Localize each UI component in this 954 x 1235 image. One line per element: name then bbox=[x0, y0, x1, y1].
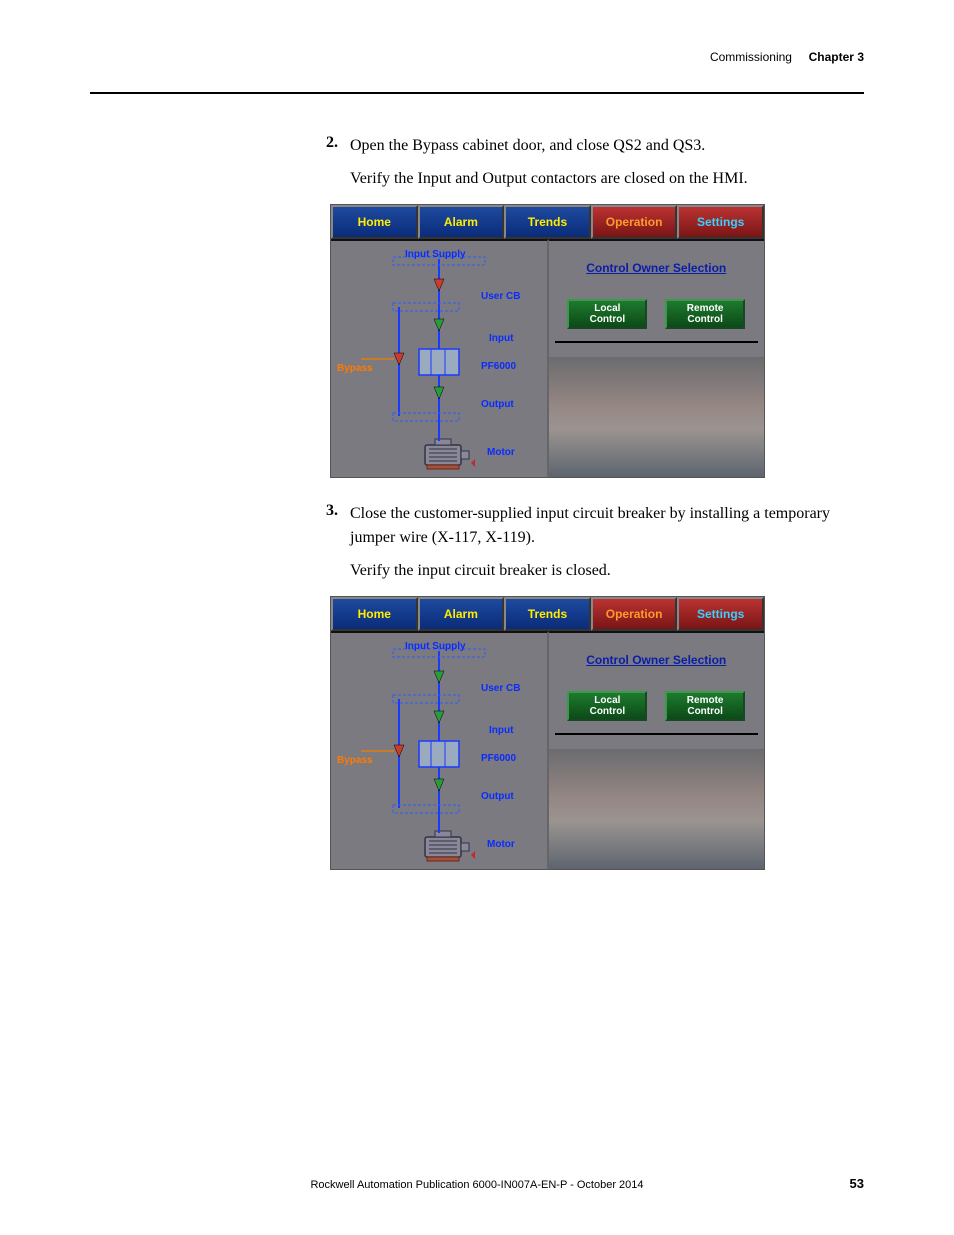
input-label: Input bbox=[489, 333, 513, 344]
local-control-button[interactable]: LocalControl bbox=[567, 299, 647, 329]
page-header: Commissioning Chapter 3 bbox=[90, 50, 864, 64]
hmi-body: Input Supply Bypass User CB Input PF6000 Outp… bbox=[331, 631, 764, 869]
step-text: Close the customer-supplied input circui… bbox=[350, 502, 864, 548]
control-button-row: LocalControl RemoteControl bbox=[549, 691, 765, 721]
step-2: 2. Open the Bypass cabinet door, and clo… bbox=[350, 134, 864, 190]
tab-home[interactable]: Home bbox=[331, 205, 418, 239]
output-label: Output bbox=[481, 399, 514, 410]
output-label: Output bbox=[481, 791, 514, 802]
tab-settings[interactable]: Settings bbox=[677, 205, 764, 239]
step-3: 3. Close the customer-supplied input cir… bbox=[350, 502, 864, 582]
tab-operation[interactable]: Operation bbox=[591, 205, 678, 239]
control-button-row: LocalControl RemoteControl bbox=[549, 299, 765, 329]
hmi-control-panel: Control Owner Selection LocalControl Remot… bbox=[549, 239, 765, 477]
panel-divider bbox=[555, 341, 759, 343]
step-text: Open the Bypass cabinet door, and close … bbox=[350, 134, 864, 157]
local-control-button[interactable]: LocalControl bbox=[567, 691, 647, 721]
hmi-diagram: Input Supply Bypass User CB Input PF6000 Outp… bbox=[331, 239, 549, 477]
user-cb-label: User CB bbox=[481, 291, 520, 302]
tab-alarm[interactable]: Alarm bbox=[418, 597, 505, 631]
input-supply-label: Input Supply bbox=[405, 249, 466, 260]
tab-operation[interactable]: Operation bbox=[591, 597, 678, 631]
tab-home[interactable]: Home bbox=[331, 597, 418, 631]
header-rule bbox=[90, 92, 864, 94]
header-chapter: Chapter 3 bbox=[809, 50, 864, 64]
user-cb-label: User CB bbox=[481, 683, 520, 694]
step-number: 2. bbox=[326, 134, 338, 152]
motor-label: Motor bbox=[487, 447, 515, 458]
decorative-gradient bbox=[549, 749, 765, 869]
hmi-tabbar: HomeAlarmTrendsOperationSettings bbox=[331, 205, 764, 239]
input-label: Input bbox=[489, 725, 513, 736]
hmi-tabbar: HomeAlarmTrendsOperationSettings bbox=[331, 597, 764, 631]
hmi-screenshot-1: HomeAlarmTrendsOperationSettings bbox=[330, 204, 765, 478]
tab-alarm[interactable]: Alarm bbox=[418, 205, 505, 239]
remote-control-button[interactable]: RemoteControl bbox=[665, 691, 745, 721]
step-subtext: Verify the Input and Output contactors a… bbox=[350, 167, 864, 190]
tab-trends[interactable]: Trends bbox=[504, 597, 591, 631]
remote-control-button[interactable]: RemoteControl bbox=[665, 299, 745, 329]
step-number: 3. bbox=[326, 502, 338, 520]
hmi-body: Input Supply Bypass User CB Input PF6000 Outp… bbox=[331, 239, 764, 477]
tab-settings[interactable]: Settings bbox=[677, 597, 764, 631]
step-subtext: Verify the input circuit breaker is clos… bbox=[350, 559, 864, 582]
pf6000-label: PF6000 bbox=[481, 753, 516, 764]
hmi-screenshot-2: HomeAlarmTrendsOperationSettings bbox=[330, 596, 765, 870]
bypass-label: Bypass bbox=[337, 363, 373, 374]
bypass-label: Bypass bbox=[337, 755, 373, 766]
hmi-control-panel: Control Owner Selection LocalControl Remot… bbox=[549, 631, 765, 869]
pf6000-label: PF6000 bbox=[481, 361, 516, 372]
motor-label: Motor bbox=[487, 839, 515, 850]
header-section: Commissioning bbox=[710, 50, 792, 64]
input-supply-label: Input Supply bbox=[405, 641, 466, 652]
page-number: 53 bbox=[850, 1176, 864, 1191]
panel-divider bbox=[555, 733, 759, 735]
decorative-gradient bbox=[549, 357, 765, 477]
tab-trends[interactable]: Trends bbox=[504, 205, 591, 239]
control-owner-title: Control Owner Selection bbox=[549, 653, 765, 667]
hmi-diagram: Input Supply Bypass User CB Input PF6000 Outp… bbox=[331, 631, 549, 869]
footer-publication: Rockwell Automation Publication 6000-IN0… bbox=[0, 1179, 954, 1191]
control-owner-title: Control Owner Selection bbox=[549, 261, 765, 275]
